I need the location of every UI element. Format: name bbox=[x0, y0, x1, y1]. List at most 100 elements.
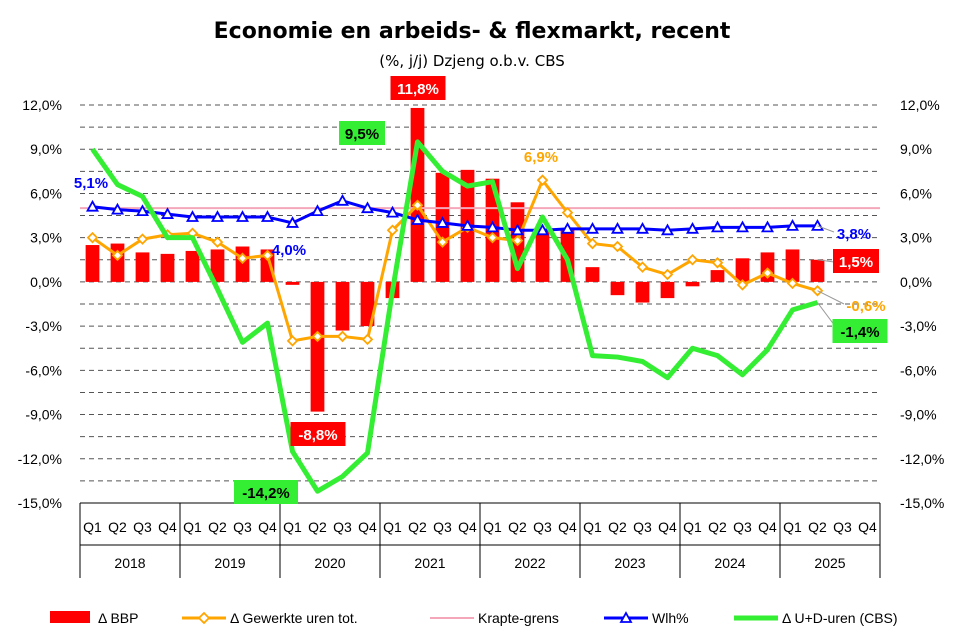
y-tick-label-right: -6,0% bbox=[900, 362, 937, 378]
year-label: 2020 bbox=[314, 555, 345, 571]
legend-label: Δ Gewerkte uren tot. bbox=[230, 610, 358, 626]
year-label: 2024 bbox=[714, 555, 745, 571]
y-tick-label-right: -9,0% bbox=[900, 407, 937, 423]
wlh-point bbox=[160, 207, 175, 219]
gewerkte-uren-point bbox=[586, 237, 599, 250]
ud-uren-line bbox=[90, 139, 819, 494]
wlh-point bbox=[810, 219, 825, 231]
wlh-point bbox=[335, 193, 350, 206]
bar-bbp bbox=[210, 249, 225, 282]
wlh-point bbox=[610, 221, 625, 234]
bar-bbp bbox=[635, 281, 650, 303]
grid-layer bbox=[80, 104, 880, 504]
y-tick-label-right: -15,0% bbox=[900, 495, 944, 511]
gewerkte-uren-point bbox=[561, 206, 574, 219]
bar-bbp bbox=[110, 243, 125, 282]
gewerkte-uren-point bbox=[486, 231, 499, 244]
wlh-point bbox=[535, 223, 550, 236]
x-tick-label: Q3 bbox=[233, 519, 252, 535]
annotation-label: 9,5% bbox=[345, 126, 379, 143]
wlh-point bbox=[735, 220, 750, 233]
annotation-label: 1,5% bbox=[839, 254, 873, 271]
gewerkte-uren-point bbox=[261, 249, 274, 262]
wlh-point bbox=[385, 205, 400, 218]
y-tick-label-right: -12,0% bbox=[900, 451, 944, 467]
bar-bbp bbox=[710, 270, 725, 282]
annotation-box bbox=[290, 422, 346, 446]
annotation-label: -0,6% bbox=[846, 298, 885, 315]
wlh-point bbox=[285, 216, 300, 228]
legend: Δ BBP Δ Gewerkte uren tot. Krapte-grens Wlh… bbox=[50, 610, 898, 626]
axis-layer: 12,0% 12,0% 9,0% 9,0% 6,0% 6,0% 3,0% 3,0% 0,0% 0,… bbox=[18, 97, 944, 578]
wlh-point bbox=[360, 201, 375, 214]
annotation-label: 6,9% bbox=[524, 149, 558, 166]
legend-item: Δ BBP bbox=[50, 610, 138, 626]
y-tick-label-left: -6,0% bbox=[25, 362, 62, 378]
legend-item: Δ U+D-uren (CBS) bbox=[734, 610, 898, 626]
wlh-line bbox=[92, 199, 818, 232]
y-tick-label-right: 12,0% bbox=[900, 97, 940, 113]
x-tick-label: Q1 bbox=[683, 519, 702, 535]
annotation-label: 3,8% bbox=[837, 226, 871, 243]
year-label: 2018 bbox=[114, 555, 145, 571]
x-tick-label: Q4 bbox=[358, 519, 377, 535]
wlh-point bbox=[135, 204, 150, 217]
bar-bbp bbox=[785, 249, 800, 282]
gewerkte-uren-point bbox=[361, 333, 374, 346]
y-tick-label-left: 0,0% bbox=[30, 274, 62, 290]
wlh-point bbox=[510, 223, 525, 236]
x-tick-label: Q4 bbox=[858, 519, 877, 535]
gewerkte-uren-point bbox=[661, 268, 674, 281]
wlh-point bbox=[660, 223, 675, 236]
annotation-leader bbox=[817, 290, 845, 305]
wlh-point bbox=[785, 219, 800, 231]
year-label: 2025 bbox=[814, 555, 845, 571]
bar-bbp bbox=[135, 252, 150, 282]
y-tick-label-right: -3,0% bbox=[900, 318, 937, 334]
bar-bbp bbox=[285, 281, 300, 285]
legend-item: Wlh% bbox=[604, 610, 689, 626]
gewerkte-uren-point bbox=[211, 236, 224, 248]
y-tick-label-left: -9,0% bbox=[25, 407, 62, 423]
x-tick-label: Q3 bbox=[733, 519, 752, 535]
gewerkte-uren-point bbox=[636, 261, 649, 273]
x-tick-label: Q2 bbox=[208, 519, 227, 535]
y-tick-label-right: 0,0% bbox=[900, 274, 932, 290]
y-tick-label-left: -15,0% bbox=[18, 495, 62, 511]
annotation-label: 5,1% bbox=[74, 175, 108, 192]
gewerkte-uren-point bbox=[86, 231, 99, 244]
annotation-box bbox=[234, 480, 298, 504]
wlh-point bbox=[435, 216, 450, 228]
x-tick-label: Q2 bbox=[708, 519, 727, 535]
x-tick-label: Q1 bbox=[783, 519, 802, 535]
year-label: 2021 bbox=[414, 555, 445, 571]
wlh-point bbox=[460, 219, 475, 231]
x-tick-label: Q3 bbox=[833, 519, 852, 535]
wlh-point bbox=[585, 221, 600, 234]
y-tick-label-left: 6,0% bbox=[30, 185, 62, 201]
x-tick-label: Q2 bbox=[508, 519, 527, 535]
wlh-point bbox=[235, 210, 250, 222]
gewerkte-uren-point bbox=[511, 234, 524, 247]
wlh-point bbox=[710, 220, 725, 233]
x-tick-label: Q4 bbox=[258, 519, 277, 535]
bar-bbp bbox=[685, 281, 700, 287]
gewerkte-uren-point bbox=[136, 233, 149, 245]
annotation-label: -1,4% bbox=[840, 324, 879, 341]
wlh-point bbox=[185, 210, 200, 222]
gewerkte-uren-point bbox=[786, 277, 799, 290]
x-tick-label: Q3 bbox=[633, 519, 652, 535]
wlh-point bbox=[210, 210, 225, 222]
annotation-leader bbox=[817, 225, 835, 233]
annotation-box bbox=[833, 249, 879, 273]
annotation-label: 4,0% bbox=[272, 242, 306, 259]
gewerkte-uren-point bbox=[761, 267, 774, 279]
legend-label: Δ U+D-uren (CBS) bbox=[782, 610, 898, 626]
wlh-point bbox=[485, 220, 500, 233]
x-tick-label: Q2 bbox=[608, 519, 627, 535]
y-tick-label-right: 9,0% bbox=[900, 141, 932, 157]
gewerkte-uren-point bbox=[386, 224, 399, 237]
chart-title: Economie en arbeids- & flexmarkt, recent bbox=[214, 19, 731, 44]
